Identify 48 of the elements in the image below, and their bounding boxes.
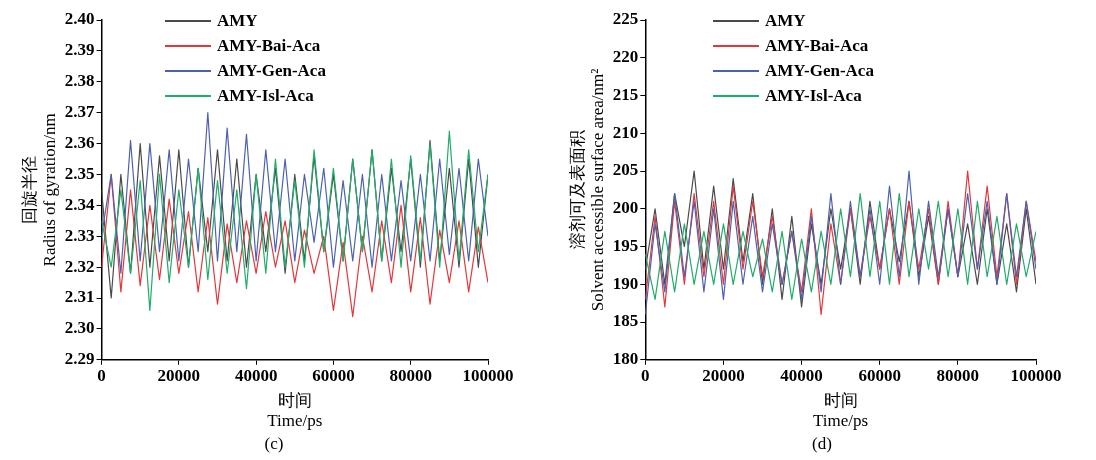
x-tick-label: 60000 xyxy=(312,366,355,386)
y-tick-label: 2.38 xyxy=(64,71,95,91)
y-tick-label: 2.31 xyxy=(64,287,95,307)
y-tick-label: 2.37 xyxy=(64,102,96,122)
y-tick-label: 220 xyxy=(612,47,639,67)
legend-label: AMY-Gen-Aca xyxy=(765,60,874,81)
legend-label: AMY-Gen-Aca xyxy=(217,60,326,81)
legend-label: AMY-Isl-Aca xyxy=(765,85,862,106)
legend-label: AMY-Bai-Aca xyxy=(217,35,321,56)
y-tick-label: 200 xyxy=(612,198,639,218)
x-tick-label: 20000 xyxy=(702,366,745,386)
x-tick-label: 40000 xyxy=(780,366,823,386)
y-axis-title: 回旋半径 Radius of gyration/nm xyxy=(19,113,60,267)
y-axis-title: 溶剂可及表面积 Solvent accessible surface area/nm² xyxy=(567,68,608,312)
x-tick-label: 0 xyxy=(97,366,106,386)
y-tick-label: 2.29 xyxy=(64,349,95,369)
y-tick-label: 215 xyxy=(612,84,639,104)
y-tick-label: 210 xyxy=(612,122,639,142)
y-tick-label: 180 xyxy=(612,349,639,369)
legend-label: AMY xyxy=(217,10,258,31)
x-axis-title: 时间 Time/ps xyxy=(267,390,323,431)
x-tick-label: 40000 xyxy=(234,366,278,386)
y-tick-label: 185 xyxy=(612,311,639,331)
x-tick-label: 0 xyxy=(641,366,650,386)
y-tick-label: 2.36 xyxy=(64,132,95,152)
y-tick-label: 190 xyxy=(612,273,639,293)
y-tick-label: 2.39 xyxy=(64,40,95,60)
legend-label: AMY xyxy=(765,10,806,31)
y-tick-label: 225 xyxy=(612,9,639,29)
y-tick-label: 2.30 xyxy=(64,318,95,338)
y-tick-label: 2.35 xyxy=(64,163,95,183)
text: (c) xyxy=(263,434,285,454)
x-axis-title: 时间 Time/ps xyxy=(813,390,869,431)
y-tick-label: 2.40 xyxy=(64,9,95,29)
y-tick-label: 205 xyxy=(612,160,639,180)
x-tick-label: 100000 xyxy=(1010,366,1062,386)
x-tick-label: 80000 xyxy=(936,366,980,386)
y-tick-label: 2.32 xyxy=(64,256,95,276)
x-tick-label: 60000 xyxy=(858,366,901,386)
text: (d) xyxy=(811,434,833,454)
x-tick-label: 100000 xyxy=(462,366,514,386)
y-tick-label: 195 xyxy=(612,235,639,255)
x-tick-label: 80000 xyxy=(389,366,432,386)
legend-label: AMY-Isl-Aca xyxy=(217,85,314,106)
x-tick-label: 20000 xyxy=(157,366,201,386)
y-tick-label: 2.34 xyxy=(64,194,96,214)
y-tick-label: 2.33 xyxy=(64,225,95,245)
legend-label: AMY-Bai-Aca xyxy=(765,35,869,56)
